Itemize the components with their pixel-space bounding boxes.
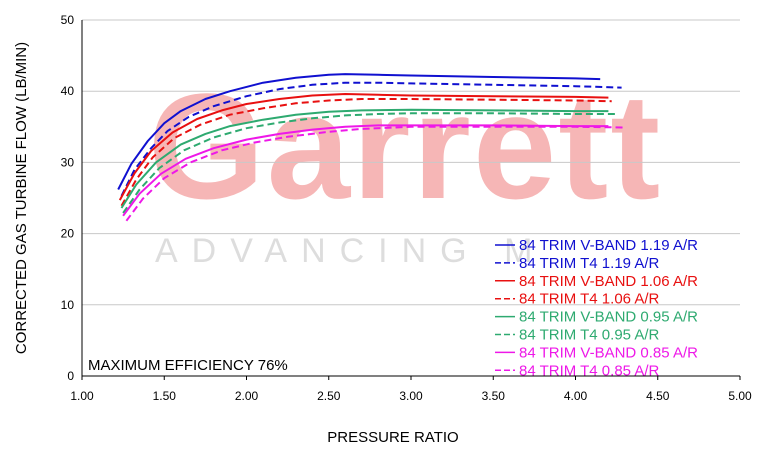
x-axis-title: PRESSURE RATIO [327, 429, 458, 446]
y-tick-label: 30 [61, 155, 75, 169]
x-tick-label: 2.50 [317, 389, 341, 403]
series-line-6 [122, 112, 617, 214]
series-line-5 [120, 108, 609, 209]
series-line-3 [118, 93, 609, 201]
legend-label: 84 TRIM V-BAND 1.06 A/R [519, 273, 698, 290]
max-efficiency-annotation: MAXIMUM EFFICIENCY 76% [88, 357, 288, 374]
series-lines [117, 73, 625, 222]
x-tick-label: 1.50 [153, 389, 177, 403]
y-tick-label: 50 [61, 13, 75, 27]
series-line-7 [122, 124, 609, 217]
x-tick-label: 5.00 [728, 389, 752, 403]
legend-label: 84 TRIM T4 0.85 A/R [519, 362, 660, 379]
y-tick-labels: 0 10 20 30 40 50 [61, 13, 75, 383]
x-tick-label: 2.00 [235, 389, 259, 403]
watermark-tagline: ADVANCING M [155, 232, 546, 270]
legend-label: 84 TRIM T4 1.06 A/R [519, 291, 660, 308]
legend-label: 84 TRIM T4 0.95 A/R [519, 327, 660, 344]
watermark: Garrett ADVANCING M [148, 62, 660, 270]
y-tick-label: 40 [61, 84, 75, 98]
x-tick-label: 1.00 [70, 389, 94, 403]
y-tick-label: 0 [67, 369, 74, 383]
x-tick-label: 4.50 [646, 389, 670, 403]
x-tick-labels: 1.00 1.50 2.00 2.50 3.00 3.50 4.00 4.50 5.00 [70, 376, 752, 403]
x-tick-label: 3.50 [482, 389, 506, 403]
legend-label: 84 TRIM V-BAND 0.95 A/R [519, 309, 698, 326]
series-line-1 [117, 73, 601, 190]
legend-label: 84 TRIM V-BAND 1.19 A/R [519, 237, 698, 254]
x-tick-label: 3.00 [399, 389, 423, 403]
y-tick-label: 20 [61, 227, 75, 241]
gridlines [82, 19, 740, 306]
legend-label: 84 TRIM V-BAND 0.85 A/R [519, 344, 698, 361]
series-line-4 [120, 98, 612, 207]
y-axis-title: CORRECTED GAS TURBINE FLOW (LB/MIN) [13, 42, 30, 354]
legend-label: 84 TRIM T4 1.19 A/R [519, 255, 660, 272]
x-tick-label: 4.00 [564, 389, 588, 403]
legend: 84 TRIM V-BAND 1.19 A/R84 TRIM T4 1.19 A… [495, 237, 698, 379]
series-line-8 [125, 125, 625, 222]
series-line-2 [120, 81, 622, 197]
y-tick-label: 10 [61, 298, 75, 312]
